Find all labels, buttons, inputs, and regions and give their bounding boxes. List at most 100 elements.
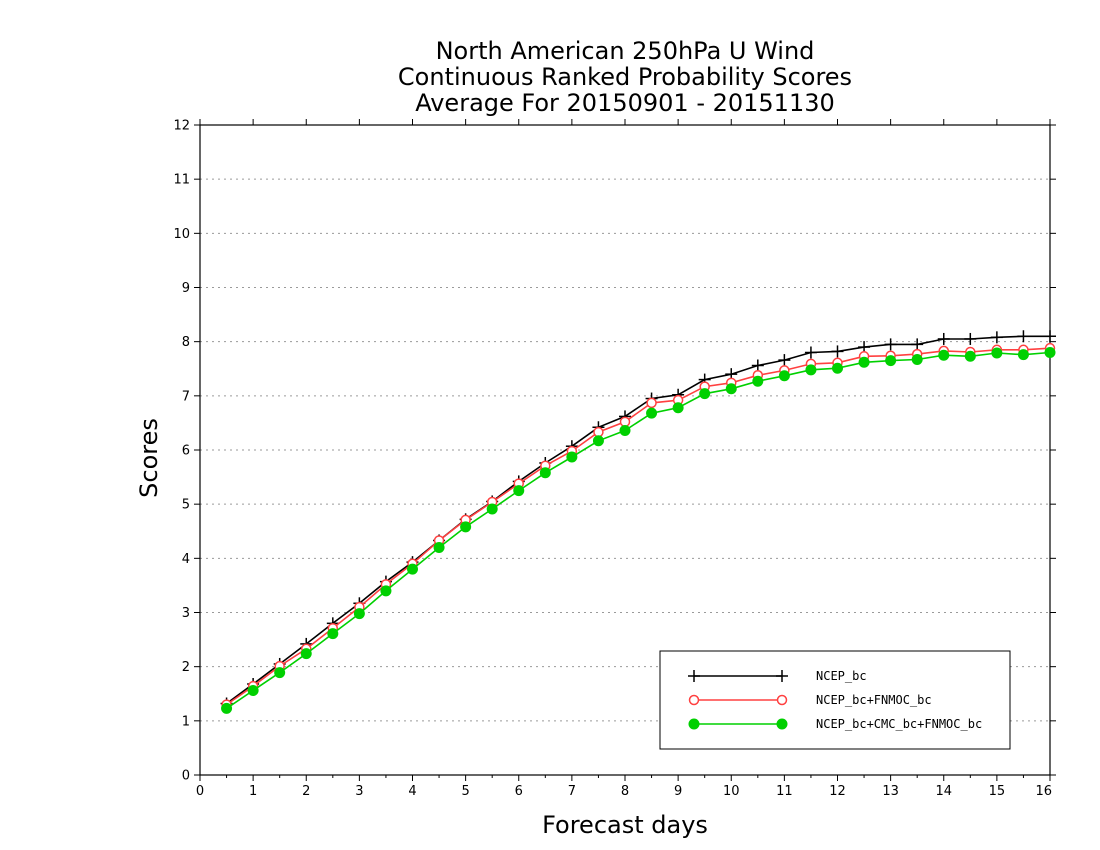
data-point <box>991 347 1003 359</box>
y-tick-label: 2 <box>182 660 190 675</box>
data-point <box>380 585 392 597</box>
y-tick-label: 1 <box>182 714 190 729</box>
legend: NCEP_bc NCEP_bc+FNMOC_bc NCEP_bc+CMC_bc+FN… <box>659 650 1011 750</box>
data-point <box>592 435 604 447</box>
x-tick-label: 10 <box>723 784 740 799</box>
data-point <box>407 563 418 575</box>
data-point <box>964 332 977 345</box>
legend-marker <box>688 718 700 730</box>
chart-title-line: Continuous Ranked Probability Scores <box>398 63 852 91</box>
data-point <box>646 397 657 409</box>
grid <box>200 178 1050 722</box>
y-tick-label: 9 <box>182 281 190 296</box>
data-point <box>938 349 950 361</box>
data-point <box>805 364 817 376</box>
x-axis-label: Forecast days <box>542 811 708 839</box>
y-tick-label: 0 <box>182 769 190 784</box>
data-point <box>433 542 445 553</box>
legend-box <box>659 650 1011 750</box>
data-point <box>885 355 897 367</box>
y-tick-label: 3 <box>182 606 190 621</box>
data-point <box>831 345 844 358</box>
legend-marker <box>776 718 788 730</box>
x-tick-label: 7 <box>568 784 576 799</box>
y-tick-label: 4 <box>182 552 190 567</box>
data-point <box>884 338 897 351</box>
data-point <box>353 608 365 620</box>
data-point <box>672 402 684 414</box>
y-axis-label: Scores <box>135 418 163 498</box>
data-point <box>751 359 764 372</box>
data-point <box>460 521 472 533</box>
data-point <box>513 485 525 497</box>
data-point <box>539 467 551 479</box>
legend-item: NCEP_bc+CMC_bc+FNMOC_bc <box>688 717 982 731</box>
data-point <box>858 356 870 368</box>
chart-title-line: Average For 20150901 - 20151130 <box>415 89 835 117</box>
legend-marker <box>776 670 788 682</box>
data-point <box>804 346 817 359</box>
data-point <box>964 350 976 362</box>
legend-marker <box>688 694 700 706</box>
y-tick-label: 8 <box>182 335 190 350</box>
data-point <box>911 338 924 351</box>
legend-label: NCEP_bc <box>816 669 867 683</box>
y-tick-label: 5 <box>182 498 190 513</box>
data-point <box>646 407 658 419</box>
x-tick-label: 12 <box>829 784 846 799</box>
x-tick-label: 16 <box>1035 784 1052 799</box>
legend-marker <box>776 694 788 706</box>
data-point <box>752 375 764 387</box>
legend-marker <box>688 670 700 682</box>
x-tick-label: 8 <box>621 784 629 799</box>
data-point <box>990 331 1003 344</box>
data-point <box>274 667 286 679</box>
y-tick-label: 6 <box>182 444 190 459</box>
series-layer <box>220 330 1056 714</box>
data-point <box>327 628 339 640</box>
data-point <box>911 354 923 366</box>
data-point <box>778 370 790 382</box>
legend-item: NCEP_bc+FNMOC_bc <box>688 693 932 707</box>
x-tick-label: 4 <box>408 784 416 799</box>
data-point <box>1044 347 1056 358</box>
data-point <box>566 451 578 463</box>
data-point <box>937 332 950 345</box>
x-axis: 0 1 2 3 4 5 6 7 8 9 10 11 12 13 14 15 16 <box>196 119 1052 799</box>
data-point <box>699 388 711 400</box>
x-tick-label: 15 <box>989 784 1006 799</box>
x-tick-label: 14 <box>935 784 952 799</box>
x-tick-label: 5 <box>461 784 469 799</box>
data-point <box>221 702 233 714</box>
chart-title-line: North American 250hPa U Wind <box>436 37 815 65</box>
data-point <box>593 426 604 438</box>
x-tick-label: 2 <box>302 784 310 799</box>
x-tick-label: 1 <box>249 784 257 799</box>
data-point <box>1017 349 1029 361</box>
x-tick-label: 13 <box>882 784 899 799</box>
data-point <box>725 383 737 395</box>
data-point <box>619 416 631 428</box>
series-2 <box>221 347 1056 714</box>
legend-item: NCEP_bc <box>688 669 867 683</box>
data-point <box>619 425 631 436</box>
y-tick-label: 10 <box>173 227 190 242</box>
data-point <box>486 503 498 515</box>
series-line <box>226 335 1050 705</box>
legend-label: NCEP_bc+CMC_bc+FNMOC_bc <box>816 717 982 731</box>
x-tick-label: 6 <box>515 784 523 799</box>
x-tick-label: 9 <box>674 784 682 799</box>
x-tick-label: 0 <box>196 784 204 799</box>
data-point <box>778 354 791 367</box>
x-tick-label: 11 <box>776 784 793 799</box>
data-point <box>1017 330 1030 343</box>
x-tick-label: 3 <box>355 784 363 799</box>
y-tick-label: 12 <box>173 119 190 134</box>
data-point <box>300 648 312 660</box>
data-point <box>1044 330 1056 343</box>
data-point <box>247 685 259 696</box>
y-tick-label: 11 <box>173 173 190 188</box>
